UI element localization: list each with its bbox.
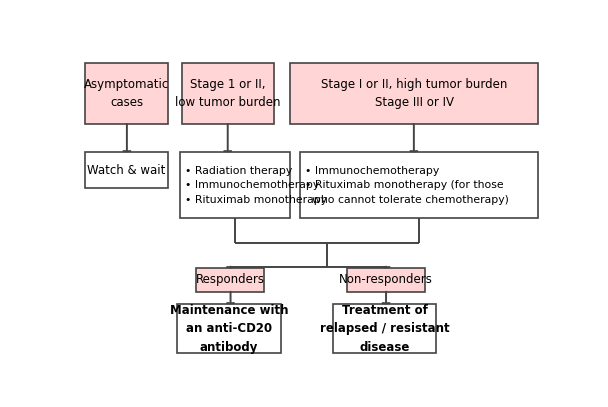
FancyBboxPatch shape [182, 63, 274, 124]
Text: • Radiation therapy
• Immunochemotherapy
• Rituximab monotherapy: • Radiation therapy • Immunochemotherapy… [185, 166, 328, 205]
FancyBboxPatch shape [300, 152, 538, 218]
FancyBboxPatch shape [85, 63, 168, 124]
FancyBboxPatch shape [291, 63, 538, 124]
FancyBboxPatch shape [196, 268, 264, 292]
Text: Non-responders: Non-responders [339, 274, 433, 287]
Text: Stage 1 or II,
low tumor burden: Stage 1 or II, low tumor burden [175, 78, 281, 109]
Text: Maintenance with
an anti-CD20
antibody: Maintenance with an anti-CD20 antibody [170, 304, 288, 354]
FancyBboxPatch shape [180, 152, 291, 218]
Text: Asymptomatic
cases: Asymptomatic cases [84, 78, 169, 109]
Text: Responders: Responders [196, 274, 265, 287]
FancyBboxPatch shape [85, 152, 168, 188]
Text: Stage I or II, high tumor burden
Stage III or IV: Stage I or II, high tumor burden Stage I… [321, 78, 507, 109]
FancyBboxPatch shape [333, 304, 437, 353]
FancyBboxPatch shape [347, 268, 424, 292]
Text: Treatment of
relapsed / resistant
disease: Treatment of relapsed / resistant diseas… [320, 304, 449, 354]
Text: • Immunochemotherapy
• Rituximab monotherapy (for those
  who cannot tolerate ch: • Immunochemotherapy • Rituximab monothe… [305, 166, 510, 205]
FancyBboxPatch shape [178, 304, 281, 353]
Text: Watch & wait: Watch & wait [88, 164, 166, 177]
